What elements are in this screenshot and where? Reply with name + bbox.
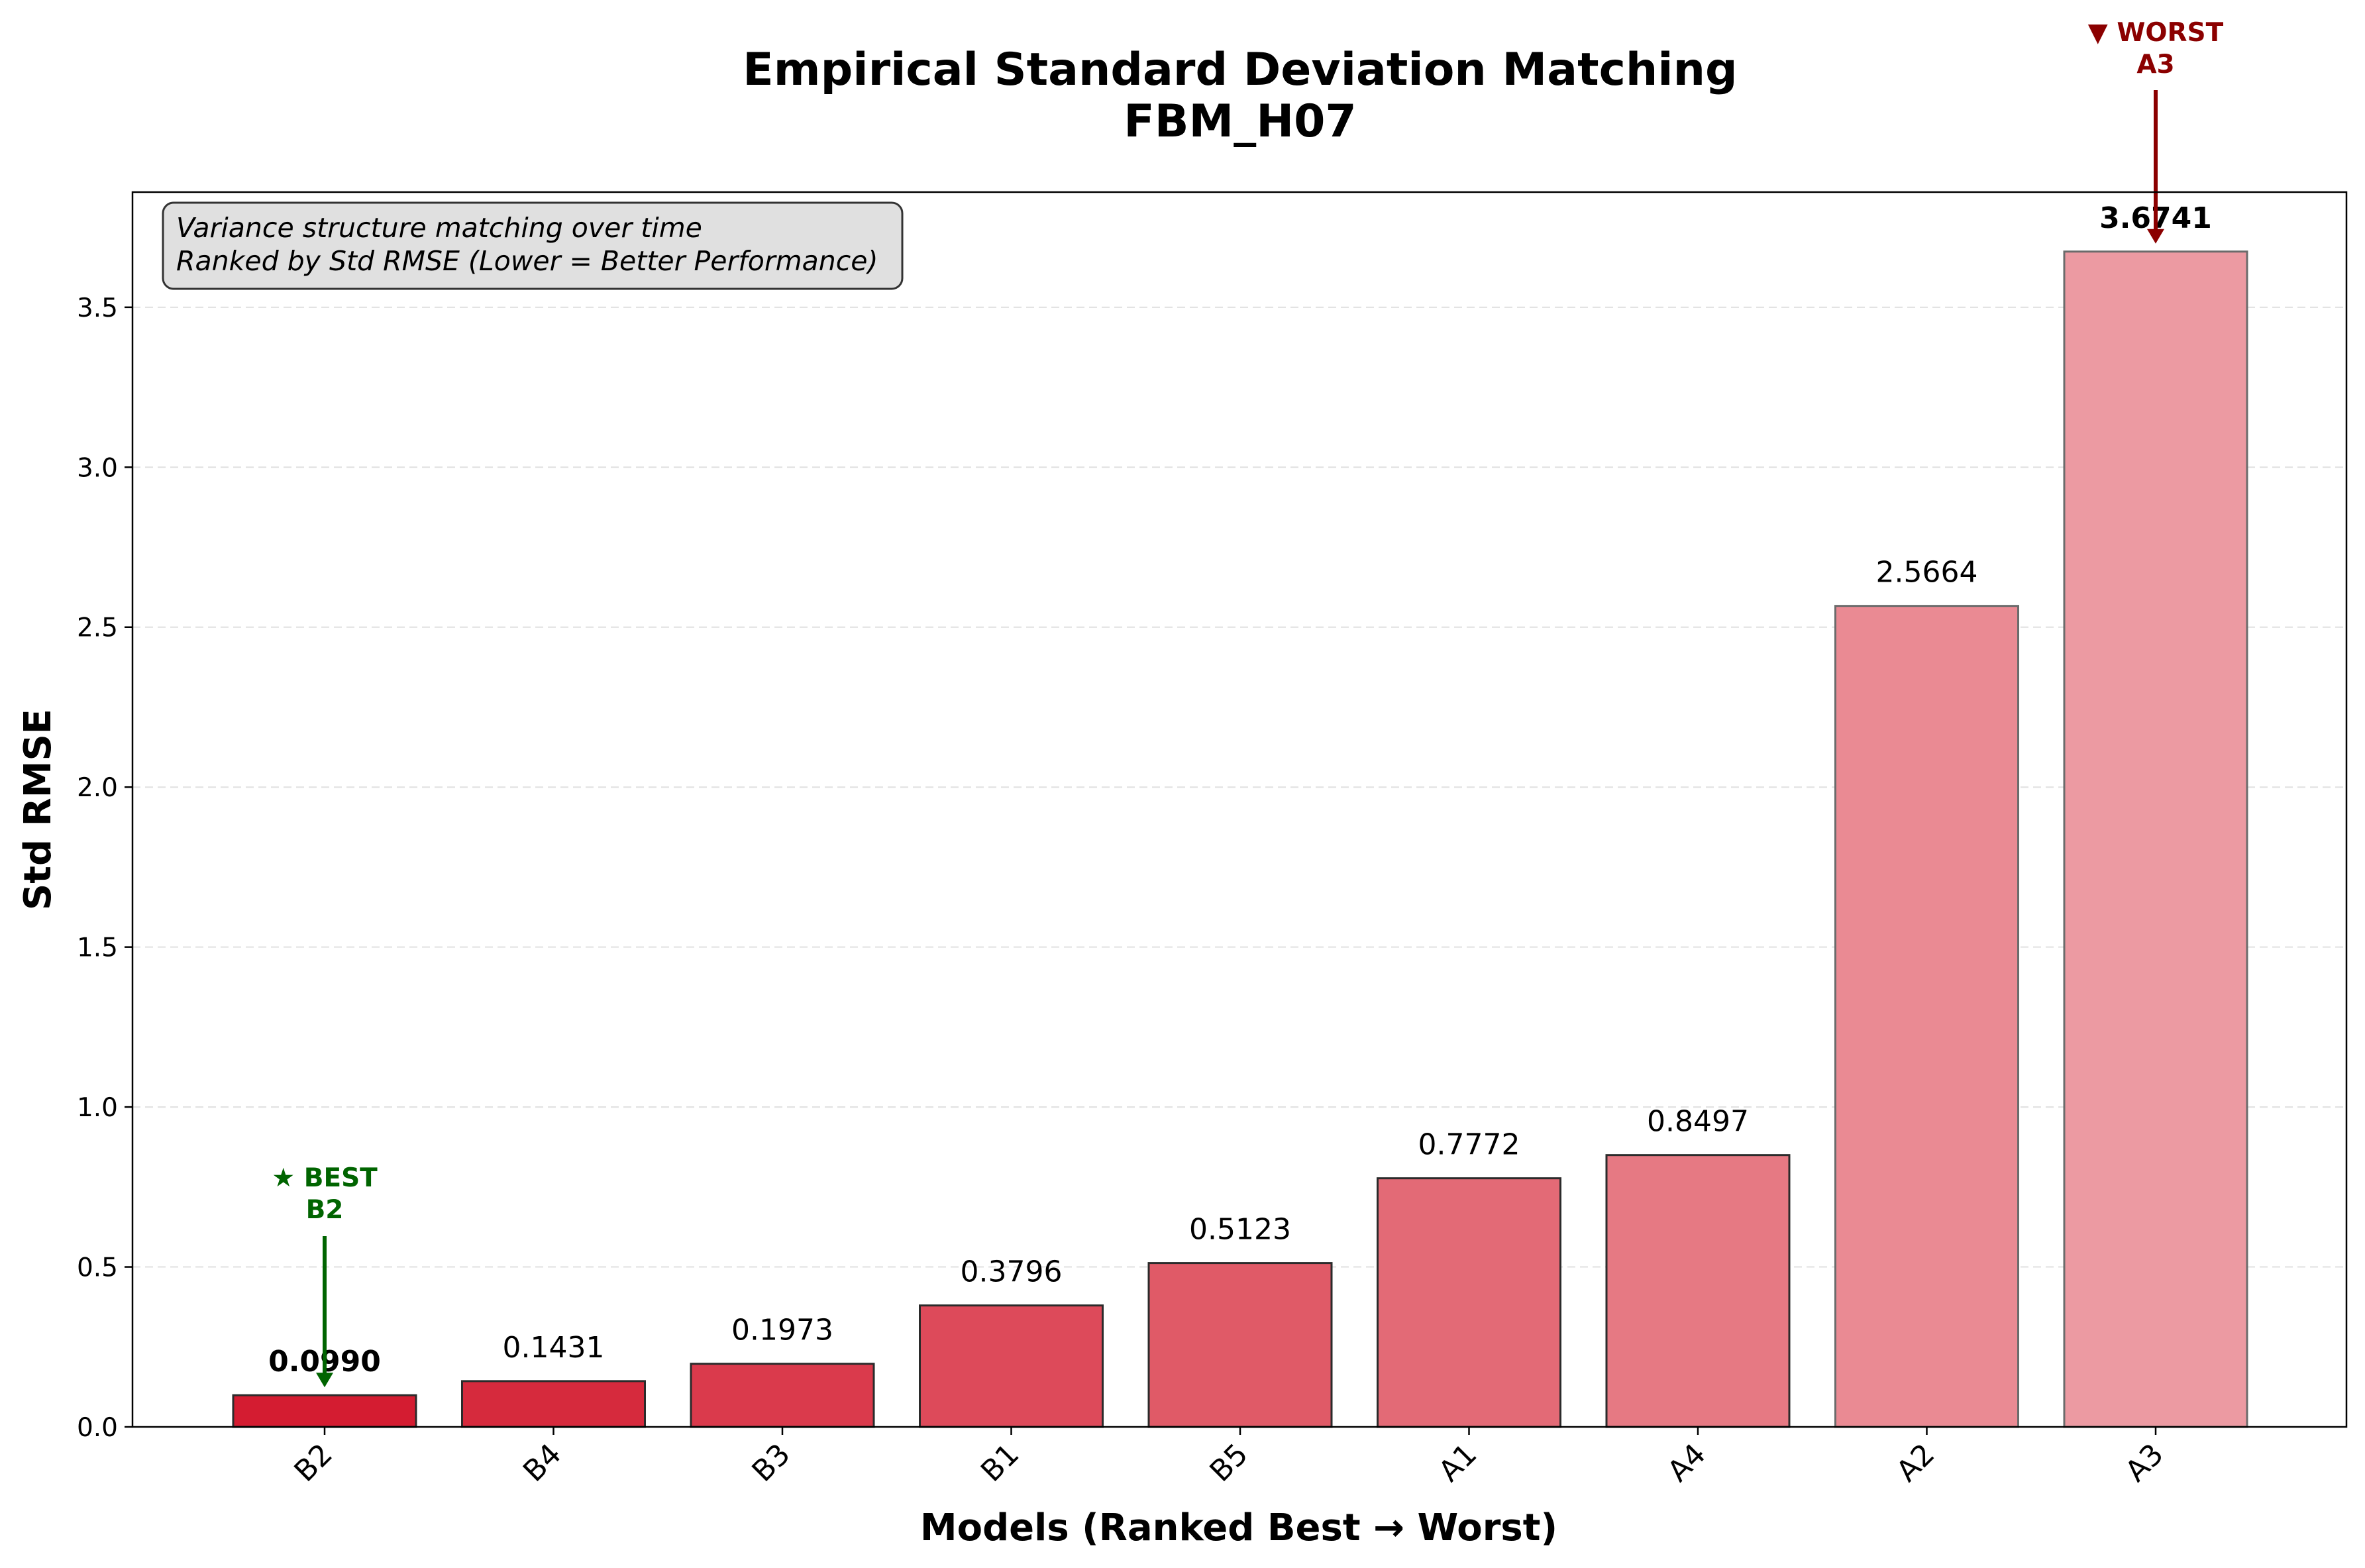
info-box: Variance structure matching over time Ra… [162, 201, 904, 290]
data-label: 0.3796 [961, 1255, 1063, 1289]
bar [2063, 250, 2248, 1428]
info-box-background [162, 201, 904, 290]
y-tick-label: 2.0 [77, 773, 118, 803]
data-label: 0.1431 [503, 1331, 605, 1365]
annotation-line-1: ★ BEST [272, 1163, 378, 1193]
y-tick-label: 0.5 [77, 1253, 118, 1283]
y-tick-label: 1.0 [77, 1093, 118, 1123]
bars [232, 250, 2248, 1428]
y-axis-label: Std RMSE [17, 709, 60, 910]
data-label: 0.5123 [1189, 1213, 1291, 1247]
data-label: 0.1973 [731, 1314, 833, 1347]
bar [232, 1394, 417, 1428]
y-axis-ticks: 0.0 0.5 1.0 1.5 2.0 2.5 3.0 3.5 [77, 293, 132, 1443]
bar [1834, 605, 2019, 1428]
bar [1377, 1177, 1561, 1428]
y-tick-label: 1.5 [77, 933, 118, 963]
bar [690, 1363, 875, 1428]
data-label: 2.5664 [1876, 556, 1978, 590]
annotation-line-1: ▼ WORST [2088, 18, 2224, 48]
annotation-line-2: B2 [306, 1195, 344, 1225]
info-box-line-1: Variance structure matching over time [176, 212, 702, 244]
annotation-arrow-head [2147, 229, 2164, 244]
y-tick-label: 2.5 [77, 613, 118, 643]
x-axis-label: Models (Ranked Best → Worst) [920, 1506, 1557, 1549]
bar [1605, 1154, 1791, 1428]
y-tick-label: 3.5 [77, 293, 118, 323]
info-box-line-2: Ranked by Std RMSE (Lower = Better Perfo… [176, 245, 878, 277]
chart-title: Empirical Standard Deviation Matching [743, 44, 1737, 96]
data-label: 0.8497 [1647, 1105, 1749, 1139]
y-tick-label: 0.0 [77, 1413, 118, 1443]
annotation-line-2: A3 [2136, 50, 2174, 79]
annotation-arrow-head [316, 1373, 333, 1388]
bar [919, 1304, 1104, 1428]
data-label: 0.7772 [1418, 1128, 1520, 1162]
y-tick-label: 3.0 [77, 453, 118, 483]
bar [1147, 1262, 1333, 1428]
bar [461, 1380, 646, 1428]
chart-subtitle: FBM_H07 [1124, 95, 1357, 148]
